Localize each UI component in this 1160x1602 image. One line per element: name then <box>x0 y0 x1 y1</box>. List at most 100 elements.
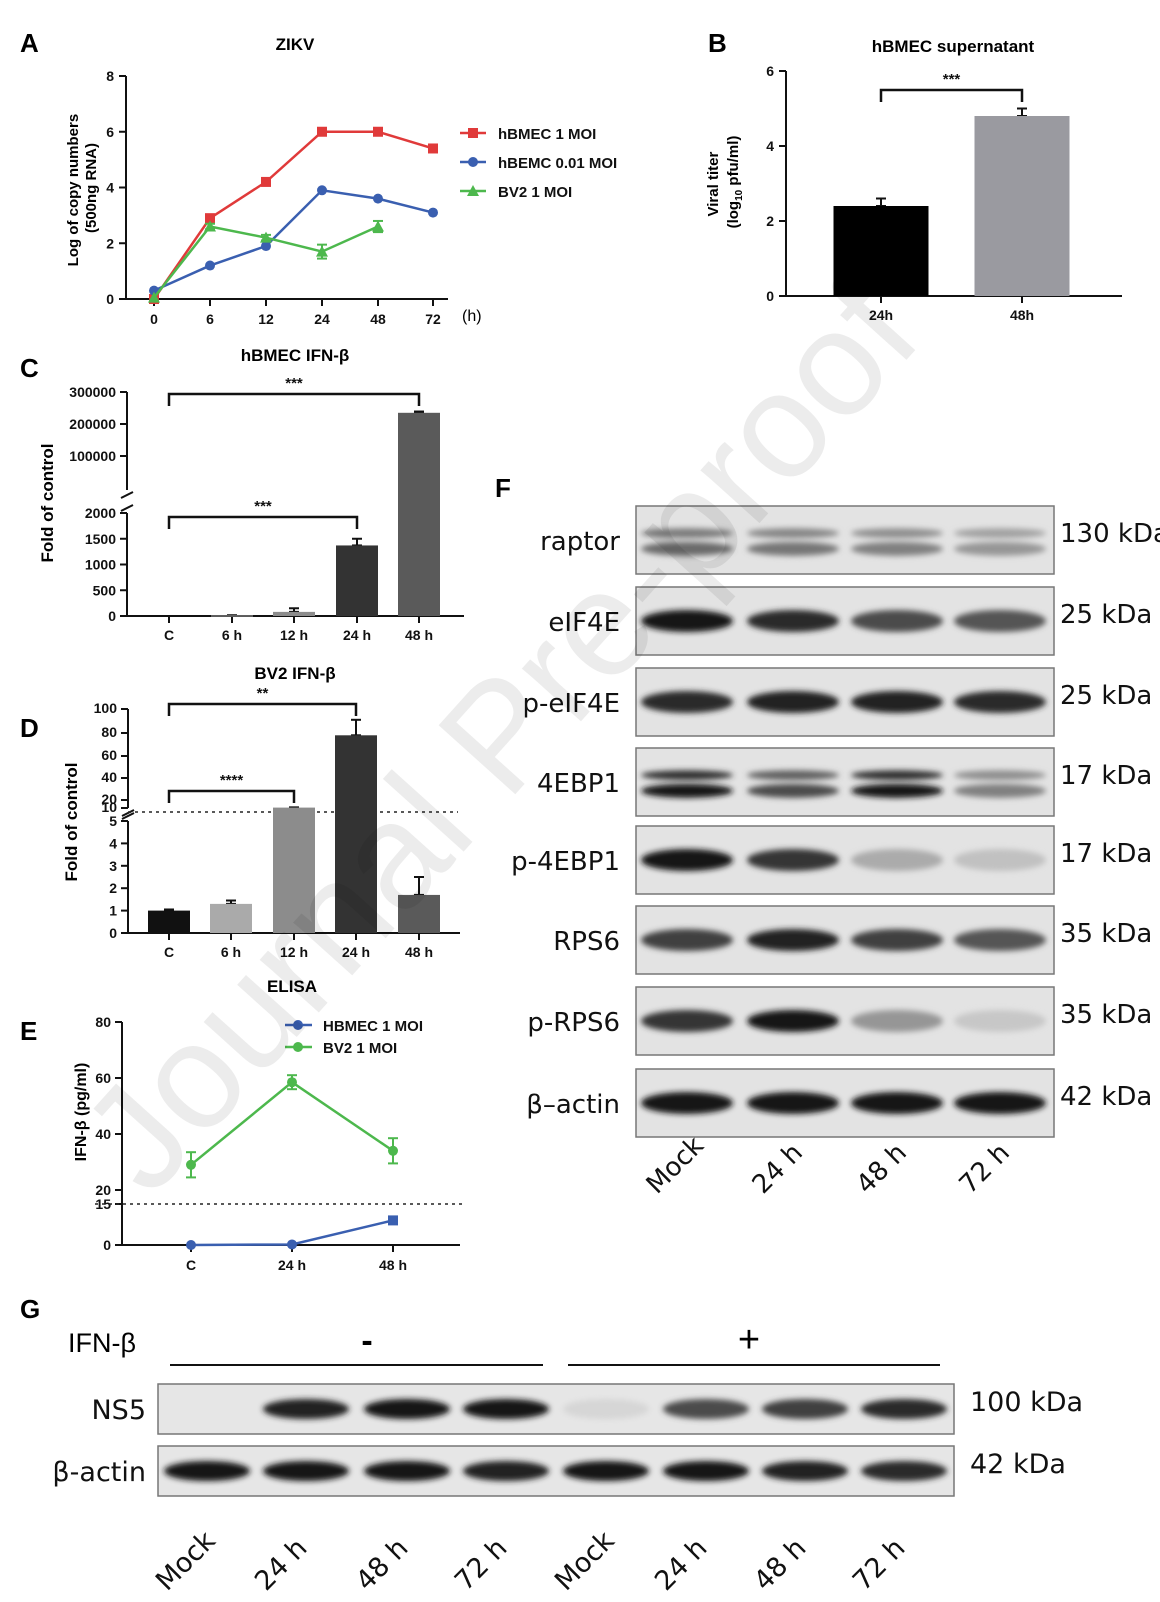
chart-hbmec-ifn-beta: hBMEC IFN-β Fold of control 0 500 1000 1500… <box>38 346 464 643</box>
panel-letter-e: E <box>20 1016 37 1046</box>
chart-e-legend-marker <box>293 1020 303 1030</box>
blot-f-kda-label: 35 kDa <box>1060 919 1152 949</box>
chart-c-title: hBMEC IFN-β <box>241 346 350 365</box>
chart-e-point <box>186 1159 196 1170</box>
blot-g-band <box>164 1461 250 1481</box>
blot-f-row-6: p-RPS6 35 kDa <box>527 986 1152 1056</box>
chart-a-point <box>373 193 383 204</box>
blot-f-band <box>954 691 1046 713</box>
chart-d-xtick-label: 48 h <box>405 944 433 960</box>
chart-a-xtick-label: 48 <box>370 311 386 327</box>
chart-b-ylabel-line2: (log10 pfu/ml) <box>725 136 745 229</box>
blot-f-band <box>641 1010 733 1032</box>
chart-a-point <box>205 260 215 271</box>
chart-d-significance-label: **** <box>220 772 244 789</box>
chart-b-ytick-label: 2 <box>766 213 774 229</box>
blot-f-band <box>954 541 1046 556</box>
chart-c-xtick-label: 6 h <box>222 627 242 643</box>
chart-e-ytick-label: 80 <box>95 1014 111 1030</box>
chart-b-bar <box>974 116 1070 296</box>
blot-f-row-0: raptor 130 kDa <box>540 505 1160 575</box>
chart-c-bar <box>148 615 190 617</box>
blot-g-row-1: β-actin 42 kDa <box>52 1445 1066 1497</box>
blot-g-row-label: NS5 <box>91 1395 146 1426</box>
chart-a-xtick-label: 72 <box>425 311 441 327</box>
chart-c-significance: *** <box>167 375 421 406</box>
chart-c-significance-line <box>167 392 421 406</box>
panel-letter-f: F <box>495 473 511 503</box>
blot-f-row-label: p-eIF4E <box>523 689 620 719</box>
blot-g-lane-label: 72 h <box>449 1533 513 1597</box>
chart-a-ytick-label: 8 <box>106 68 114 84</box>
chart-e-ytick-label: 40 <box>95 1126 111 1142</box>
blot-f-band <box>747 541 839 556</box>
blot-f-band <box>954 528 1046 539</box>
blot-f-kda-label: 17 kDa <box>1060 839 1152 869</box>
chart-d-ytick-label: 80 <box>101 724 117 740</box>
chart-c-ytick-label: 2000 <box>85 505 116 521</box>
chart-a-ytick-label: 6 <box>106 124 114 140</box>
chart-b-significance-label: *** <box>943 71 961 88</box>
chart-a-legend-marker <box>468 128 478 138</box>
blot-f-membrane <box>635 747 1055 817</box>
chart-a-legend-label: hBMEC 1 MOI <box>498 126 596 143</box>
blot-f-band <box>747 783 839 798</box>
blot-g-kda-label: 42 kDa <box>970 1449 1066 1480</box>
blot-f-lane-label: 24 h <box>747 1138 809 1200</box>
panel-letter-b: B <box>708 28 727 58</box>
chart-d-significance: ** <box>167 685 358 716</box>
blot-g-row-0: NS5 100 kDa <box>91 1383 1083 1435</box>
blot-g-lane-label: 24 h <box>249 1533 313 1597</box>
blot-g-band <box>663 1399 749 1419</box>
chart-c-ytick-label: 300000 <box>69 384 116 400</box>
chart-c-significance: *** <box>167 498 359 529</box>
blot-f-lane-label: Mock <box>641 1131 710 1200</box>
chart-hbmec-supernatant: hBMEC supernatant Viral titer (log10 pfu… <box>705 37 1122 323</box>
chart-e-ytick-label: 0 <box>103 1237 111 1253</box>
chart-e-point <box>287 1239 297 1250</box>
chart-e-ylabel: IFN-β (pg/ml) <box>73 1063 90 1162</box>
chart-d-ytick-label: 0 <box>109 925 117 941</box>
blot-f-band <box>851 1092 943 1114</box>
blot-f-kda-label: 17 kDa <box>1060 761 1152 791</box>
blot-f-kda-label: 42 kDa <box>1060 1082 1152 1112</box>
chart-b-ylabel: Viral titer (log10 pfu/ml) <box>705 136 745 229</box>
blot-f-band <box>747 691 839 713</box>
chart-e-point <box>388 1145 398 1156</box>
chart-a-legend-marker <box>467 185 479 196</box>
chart-c-xtick-label: 48 h <box>405 627 433 643</box>
blot-f-band <box>747 849 839 871</box>
chart-d-significance: **** <box>167 772 296 803</box>
chart-a-point <box>373 126 383 137</box>
chart-c-xtick-label: 12 h <box>280 627 308 643</box>
blot-f-row-3: 4EBP1 17 kDa <box>537 747 1152 817</box>
blot-f-kda-label: 35 kDa <box>1060 1000 1152 1030</box>
blot-g-group-plus: + <box>738 1319 760 1361</box>
blot-f-band <box>954 1010 1046 1032</box>
blot-f-lane-label: 48 h <box>851 1138 913 1200</box>
chart-d-ytick-label: 4 <box>109 835 117 851</box>
blot-f-row-1: eIF4E 25 kDa <box>548 586 1152 656</box>
blot-f-band <box>641 691 733 713</box>
chart-c-errorbar <box>289 607 299 613</box>
chart-a-legend-marker <box>468 157 478 167</box>
blot-f-row-label: p-4EBP1 <box>511 847 620 877</box>
chart-a-point <box>317 185 327 196</box>
chart-d-xtick-label: C <box>164 944 174 960</box>
chart-d-ytick-label: 100 <box>94 700 118 716</box>
chart-a-ytick-label: 0 <box>106 291 114 307</box>
blot-g-band <box>364 1399 450 1419</box>
blot-f-band <box>641 783 733 798</box>
chart-b-ylabel-line2a: (log <box>725 201 742 229</box>
chart-c-ytick-label: 0 <box>108 608 116 624</box>
blot-f-band <box>641 541 733 556</box>
chart-a-series-line-0 <box>152 130 434 300</box>
chart-d-xtick-label: 6 h <box>221 944 241 960</box>
chart-c-bar <box>211 615 253 617</box>
chart-d-significance-label: ** <box>257 685 269 702</box>
chart-a-xtick-label: 12 <box>258 311 274 327</box>
chart-e-xtick-label: 48 h <box>379 1257 407 1273</box>
blot-f-band <box>851 770 943 781</box>
chart-a-point <box>428 207 438 218</box>
